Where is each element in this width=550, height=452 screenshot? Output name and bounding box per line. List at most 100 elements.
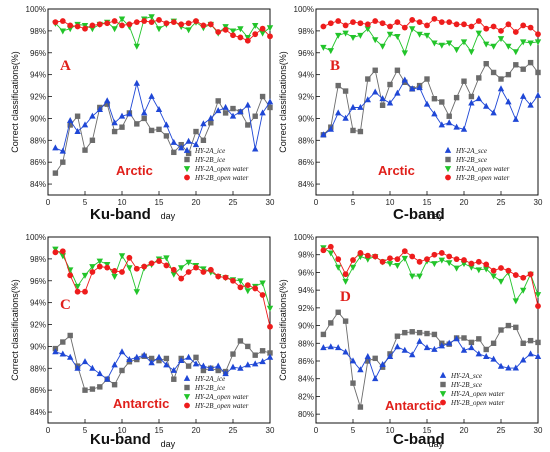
data-point [156,258,162,264]
data-point [401,24,408,31]
data-point [163,355,170,362]
legend-marker [184,384,190,391]
x-tick-label: 30 [266,198,275,207]
band-label: C-band [393,431,445,448]
data-point [244,37,251,44]
data-point [267,323,273,330]
y-tick-label: 96% [298,268,314,277]
data-point [431,96,438,102]
data-point [185,259,192,266]
data-point [342,278,349,285]
data-point [476,75,482,81]
data-point [364,21,371,28]
x-tick-label: 20 [460,198,469,207]
y-tick-label: 94% [30,299,46,308]
data-point [230,351,236,357]
data-point [357,20,364,27]
data-point [229,28,237,35]
data-point [104,375,111,382]
y-tick-label: 80% [298,410,314,419]
data-point [520,356,527,363]
data-point [200,367,207,374]
legend-entry: HY-2A_sce [455,147,487,155]
data-point [237,338,244,344]
data-point [468,99,475,106]
data-point [96,258,103,265]
y-tick-label: 100% [26,233,46,242]
data-point [74,283,81,290]
y-tick-label: 84% [298,375,314,384]
data-point [133,19,140,26]
data-point [111,26,118,33]
data-point [89,364,96,371]
data-point [230,277,236,284]
data-point [59,28,66,35]
data-point [215,367,221,374]
data-point [497,278,505,285]
data-point [505,21,512,28]
data-point [438,342,445,349]
data-point [327,343,334,350]
data-point [372,88,379,95]
data-point [82,25,88,32]
data-point [178,357,185,364]
y-tick-label: 98% [298,27,314,36]
legend-marker [444,166,452,173]
data-point [267,33,273,40]
y-tick-label: 88% [30,364,46,373]
data-point [111,382,118,388]
data-point [134,121,140,127]
data-point [372,375,379,382]
x-tick-label: 25 [229,426,238,435]
data-point [259,30,266,37]
data-point [372,18,379,24]
data-point [535,69,541,76]
data-point [320,23,327,30]
data-point [259,292,266,298]
legend-entry: HY-2B_ice [194,156,225,164]
data-point [178,21,185,28]
data-point [156,126,162,133]
data-point [520,287,527,294]
y-tick-label: 86% [298,357,314,366]
data-point [141,263,148,270]
data-point [170,138,177,145]
data-point [148,260,155,267]
data-point [335,18,342,24]
data-point [453,123,460,130]
data-point [207,114,214,121]
data-point [512,364,519,371]
data-point [512,49,519,56]
legend-entry: HY-2A_open water [194,393,249,401]
data-point [512,115,519,122]
data-point [349,264,357,271]
data-point [431,15,438,22]
data-point [335,309,341,315]
data-point [379,43,386,50]
data-point [104,101,110,107]
data-point [237,284,244,291]
data-point [372,253,379,260]
data-point [163,361,170,368]
x-tick-label: 20 [460,426,469,435]
panel-letter: C [60,297,71,313]
band-label: Ku-band [90,206,151,223]
data-point [475,267,482,274]
data-point [446,113,452,119]
data-point [335,109,342,116]
legend-entry: HY-2B_open water [194,402,249,410]
data-point [416,84,423,91]
data-point [335,32,342,39]
data-point [468,23,475,30]
x-tick-label: 10 [118,426,127,435]
y-axis-label: Correct classifications(%) [10,279,20,381]
data-point [357,250,364,256]
data-point [357,128,364,135]
data-point [342,114,349,121]
data-point [416,329,423,336]
data-point [193,264,199,271]
x-tick-label: 15 [155,198,164,207]
data-point [148,14,155,21]
legend-entry: HY-2A_sce [450,372,482,380]
y-tick-label: 90% [298,322,314,331]
